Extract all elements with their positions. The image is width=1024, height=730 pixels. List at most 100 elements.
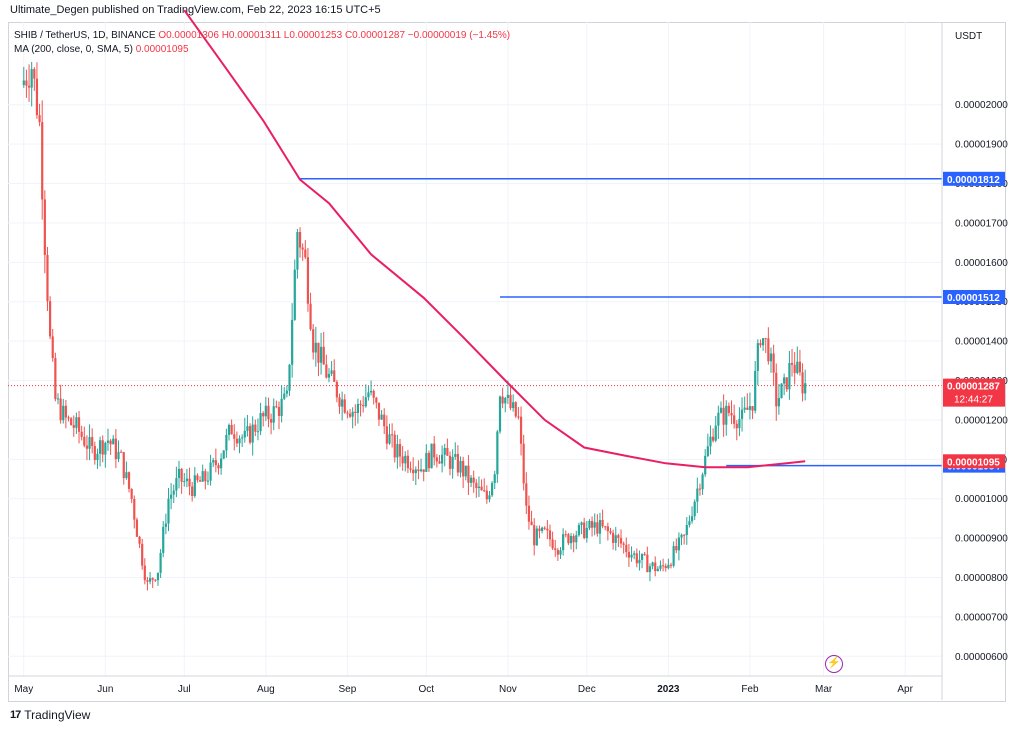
candle-body xyxy=(775,372,778,407)
candle-body xyxy=(646,554,649,573)
candles xyxy=(22,61,807,591)
candle-body xyxy=(614,535,617,543)
candle-body xyxy=(601,520,604,527)
candle-body xyxy=(433,443,436,458)
candle-body xyxy=(138,536,141,544)
candle-body xyxy=(651,562,654,567)
candle-body xyxy=(693,501,696,517)
candle-body xyxy=(209,462,212,481)
candle-body xyxy=(796,361,799,374)
candle-body xyxy=(672,546,675,566)
candle-body xyxy=(75,417,78,428)
price-axis[interactable]: USDT0.000020000.000019000.000018000.0000… xyxy=(941,22,1008,700)
candle-body xyxy=(414,469,417,474)
candle-body xyxy=(170,494,173,499)
x-tick-label: May xyxy=(14,684,33,695)
candle-body xyxy=(698,488,702,490)
candle-body xyxy=(264,405,267,417)
candle-body xyxy=(688,521,691,525)
candle-body xyxy=(472,477,475,483)
candle-body xyxy=(777,398,780,407)
y-tick-label: 0.00000900 xyxy=(955,534,1008,545)
candle-body xyxy=(506,394,509,398)
candle-body xyxy=(677,537,681,551)
candle-body xyxy=(514,402,517,417)
candle-body xyxy=(380,414,383,420)
y-tick-label: 0.00001400 xyxy=(955,337,1008,348)
candle-body xyxy=(333,370,336,382)
candle-body xyxy=(530,521,533,526)
candle-body xyxy=(735,423,738,429)
candle-body xyxy=(196,475,199,481)
x-tick-label: Jun xyxy=(97,684,113,695)
candle-body xyxy=(483,490,486,492)
current-price-label-bg xyxy=(943,378,1005,407)
price-labels: 0.000018120.000015120.000010840.00001287… xyxy=(943,171,1005,473)
x-tick-label: Mar xyxy=(815,684,833,695)
candle-body xyxy=(480,486,483,491)
ma-price-label-bg xyxy=(943,454,1005,469)
tradingview-logo: 17 xyxy=(10,709,21,721)
tradingview-footer[interactable]: 17 TradingView xyxy=(10,708,90,722)
candle-body xyxy=(114,438,117,460)
grid xyxy=(8,22,942,676)
x-tick-label: Oct xyxy=(419,684,435,695)
horizontal-levels[interactable] xyxy=(8,178,942,467)
candle-body xyxy=(127,472,131,489)
candle-body xyxy=(259,413,262,432)
candle-body xyxy=(619,537,623,544)
candle-body xyxy=(556,550,559,555)
candle-body xyxy=(409,468,412,470)
legend-symbol: SHIB / TetherUS, 1D, BINANCE xyxy=(14,30,156,41)
candle-body xyxy=(709,436,712,447)
candle-body xyxy=(143,565,146,581)
candle-body xyxy=(441,454,444,464)
candle-body xyxy=(319,346,323,363)
candle-body xyxy=(38,115,41,123)
candle-body xyxy=(225,434,228,451)
y-tick-label: 0.00001900 xyxy=(955,140,1008,151)
candle-body xyxy=(346,412,349,414)
candle-body xyxy=(696,488,699,502)
candle-body xyxy=(235,438,238,444)
candle-body xyxy=(298,232,302,248)
candle-body xyxy=(512,402,515,409)
candle-body xyxy=(277,407,281,417)
candle-body xyxy=(83,436,86,446)
candle-body xyxy=(362,405,365,407)
time-axis[interactable]: May Jun Jul Aug Sep Oct Nov Dec 2023 Feb Mar Apr xyxy=(8,675,942,695)
candle-body xyxy=(309,303,312,330)
publisher-line: Ultimate_Degen published on TradingView.… xyxy=(10,4,381,16)
lightning-icon[interactable]: ⚡ xyxy=(825,655,843,673)
candle-body xyxy=(180,468,183,482)
candle-body xyxy=(214,460,217,466)
candle-body xyxy=(772,353,775,373)
candle-body xyxy=(388,434,391,444)
candle-body xyxy=(464,465,467,477)
candle-body xyxy=(293,269,296,320)
candle-body xyxy=(85,445,89,449)
candle-body xyxy=(285,390,288,394)
candle-body xyxy=(230,424,233,435)
candle-body xyxy=(146,580,149,582)
candle-body xyxy=(738,418,741,429)
candle-body xyxy=(251,424,254,443)
y-tick-label: 0.00001000 xyxy=(955,494,1008,505)
candle-body xyxy=(377,402,381,420)
legend-ma-label: MA (200, close, 0, SMA, 5) xyxy=(14,44,133,55)
candle-body xyxy=(569,535,573,544)
x-tick-label: Feb xyxy=(741,684,759,695)
candle-body xyxy=(217,465,220,469)
candle-body xyxy=(504,397,507,404)
candle-body xyxy=(467,465,470,483)
candle-body xyxy=(30,69,33,88)
candle-body xyxy=(272,406,275,423)
candle-body xyxy=(643,553,646,555)
candle-body xyxy=(706,446,709,456)
candle-body xyxy=(238,438,241,444)
chart-frame xyxy=(8,22,1006,702)
candle-body xyxy=(183,481,186,483)
candle-body xyxy=(135,519,139,537)
candle-body xyxy=(291,319,294,365)
